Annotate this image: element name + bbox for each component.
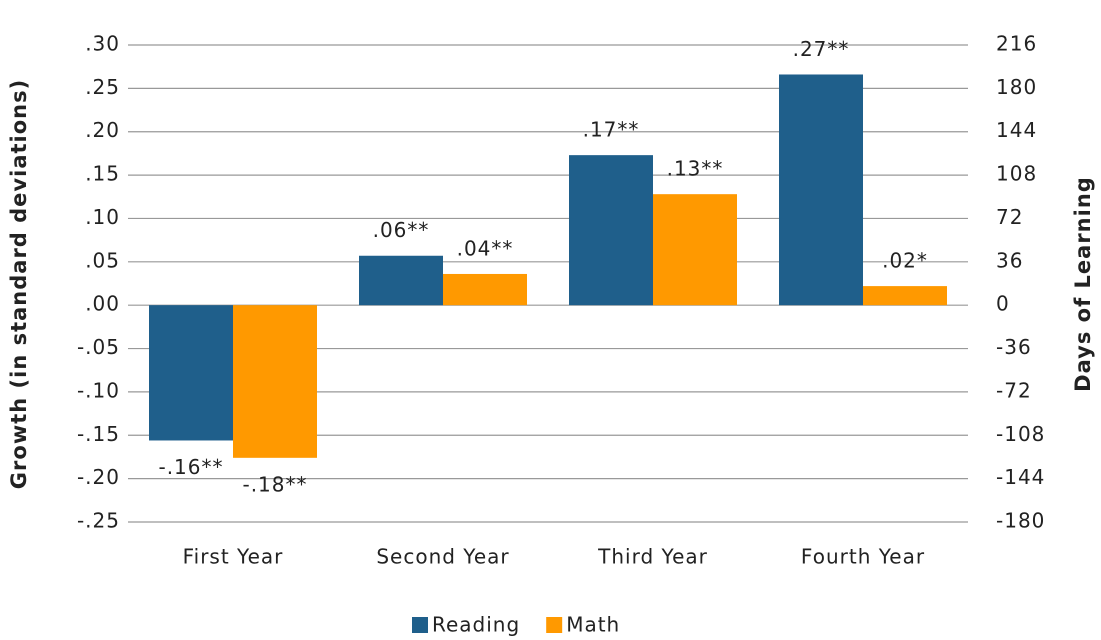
x-tick-label: Fourth Year <box>801 545 925 569</box>
bar <box>653 194 737 306</box>
legend-swatch <box>546 617 563 633</box>
y2-tick-label: -72 <box>996 378 1032 402</box>
data-label: .13** <box>667 157 724 181</box>
bar <box>863 286 947 306</box>
data-label: .06** <box>373 218 430 242</box>
y2-tick-label: 180 <box>996 75 1037 99</box>
y-tick-label: -.25 <box>77 509 120 533</box>
y-tick-label: .15 <box>85 162 120 186</box>
y2-tick-label: 72 <box>996 205 1023 229</box>
y-tick-label: -.10 <box>77 378 120 402</box>
x-tick-label: Third Year <box>597 545 708 569</box>
y2-axis-title: Days of Learning <box>1071 176 1095 392</box>
legend-label: Reading <box>432 613 520 637</box>
bar <box>443 273 527 306</box>
bar <box>149 305 233 441</box>
y2-tick-label: -144 <box>996 465 1045 489</box>
y-tick-label: .30 <box>85 32 120 56</box>
data-label: .27** <box>793 37 850 61</box>
bar <box>359 255 443 306</box>
data-label: -.16** <box>158 455 223 479</box>
y2-tick-label: 216 <box>996 32 1037 56</box>
y-tick-label: .00 <box>85 292 120 316</box>
legend-swatch <box>412 617 428 633</box>
y2-tick-label: -180 <box>996 509 1045 533</box>
data-label: .04** <box>457 236 514 260</box>
y2-tick-label: 0 <box>996 292 1010 316</box>
y2-tick-label: 36 <box>996 248 1023 272</box>
y-tick-label: .05 <box>85 248 120 272</box>
y-tick-label: .20 <box>85 118 120 142</box>
y-tick-label: .10 <box>85 205 120 229</box>
legend-label: Math <box>566 613 620 637</box>
bar <box>233 305 317 458</box>
y2-tick-label: -108 <box>996 422 1045 446</box>
data-label: -.18** <box>242 472 307 496</box>
data-label: .17** <box>583 118 640 142</box>
x-tick-label: Second Year <box>376 545 509 569</box>
y2-tick-label: 144 <box>996 118 1037 142</box>
bar <box>569 155 653 306</box>
y2-tick-label: -36 <box>996 335 1032 359</box>
y-tick-label: -.20 <box>77 465 120 489</box>
bar <box>779 74 863 306</box>
data-label: .02* <box>882 249 928 273</box>
x-tick-label: First Year <box>183 545 284 569</box>
y-tick-label: -.05 <box>77 335 120 359</box>
y-axis-title: Growth (in standard deviations) <box>7 79 31 489</box>
y2-tick-label: 108 <box>996 162 1037 186</box>
y-tick-label: .25 <box>85 75 120 99</box>
y-tick-label: -.15 <box>77 422 120 446</box>
